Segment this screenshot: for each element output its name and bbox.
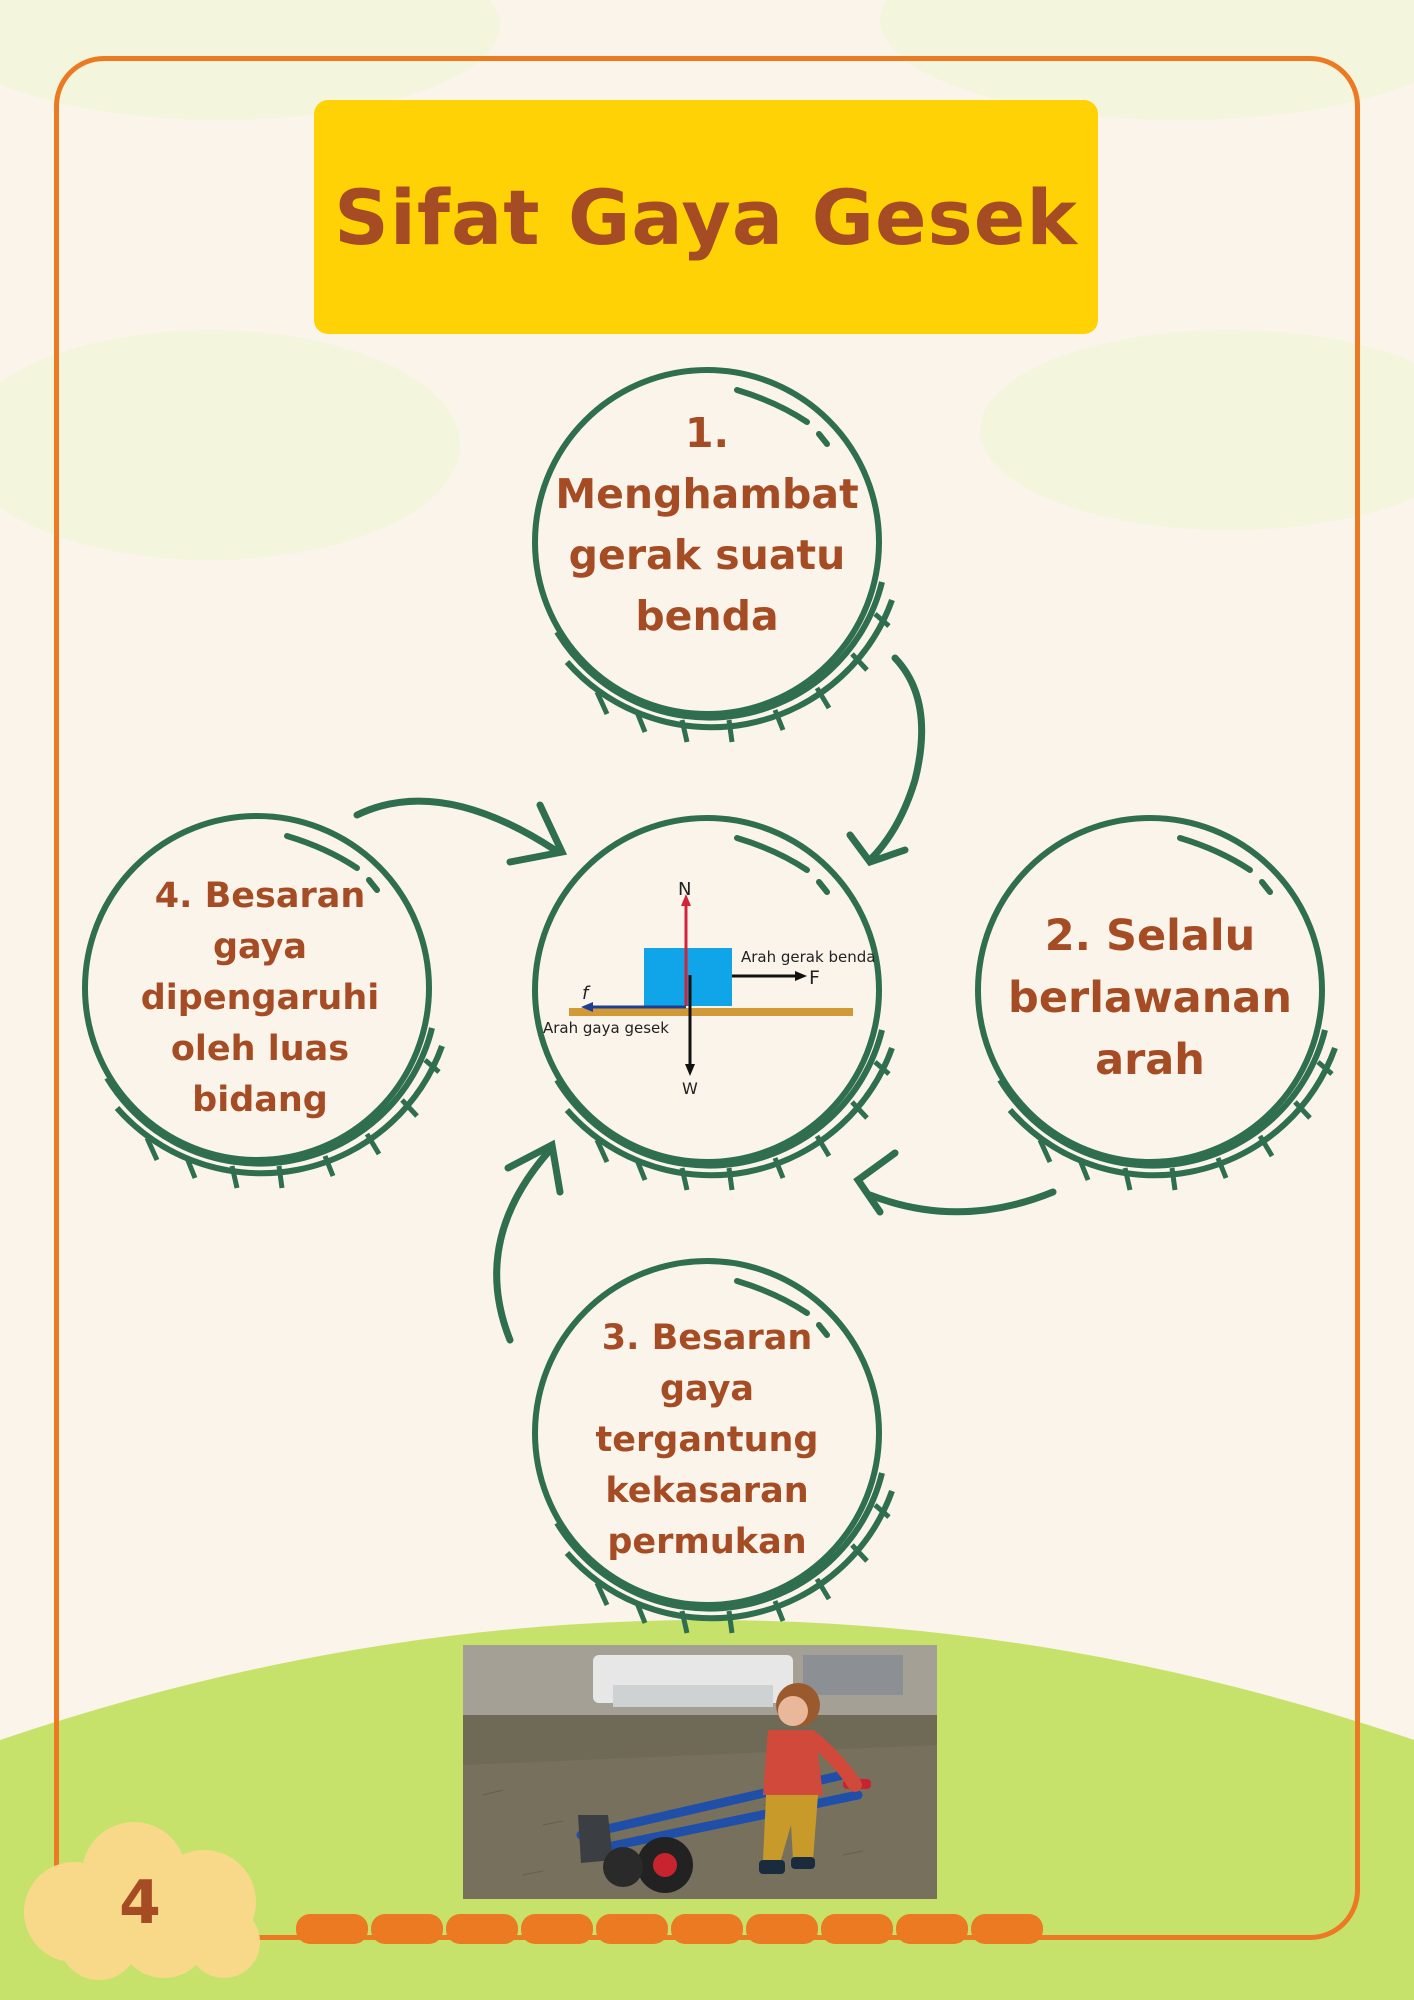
block: [644, 948, 732, 1006]
friction-direction-label: Arah gaya gesek: [543, 1019, 669, 1037]
decorative-tab: [596, 1914, 668, 1944]
background-cloud: [0, 330, 460, 560]
decorative-tab: [821, 1914, 893, 1944]
decorative-tab: [971, 1914, 1043, 1944]
decorative-tab: [746, 1914, 818, 1944]
friction-label: f: [582, 983, 591, 1004]
friction-force-diagram: N W F f Arah gerak benda Arah gaya gesek: [543, 879, 875, 1098]
decorative-tab: [296, 1914, 368, 1944]
page-number: 4: [119, 1868, 161, 1938]
decorative-tab: [896, 1914, 968, 1944]
background-cloud: [980, 330, 1414, 530]
decorative-tab: [521, 1914, 593, 1944]
child-pushing-hand-truck-photo: [463, 1645, 937, 1899]
weight-label: W: [682, 1079, 698, 1098]
node-left-text: 4. Besaran gaya dipengaruhi oleh luas bi…: [140, 875, 380, 1120]
decorative-tab: [671, 1914, 743, 1944]
surface: [569, 1008, 853, 1016]
decorative-tab: [446, 1914, 518, 1944]
decorative-tab: [371, 1914, 443, 1944]
normal-label: N: [678, 879, 691, 900]
node-top-text: 1. Menghambat gerak suatu benda: [555, 409, 859, 640]
page-title: Sifat Gaya Gesek: [334, 172, 1078, 262]
node-right-text: 2. Selalu berlawanan arah: [1008, 911, 1292, 1085]
title-banner: Sifat Gaya Gesek: [314, 100, 1098, 334]
page-number-cloud: [24, 1822, 260, 1980]
force-label: F: [809, 967, 820, 989]
motion-direction-label: Arah gerak benda: [741, 948, 875, 966]
node-bottom-text: 3. Besaran gaya tergantung kekasaran per…: [595, 1317, 819, 1562]
